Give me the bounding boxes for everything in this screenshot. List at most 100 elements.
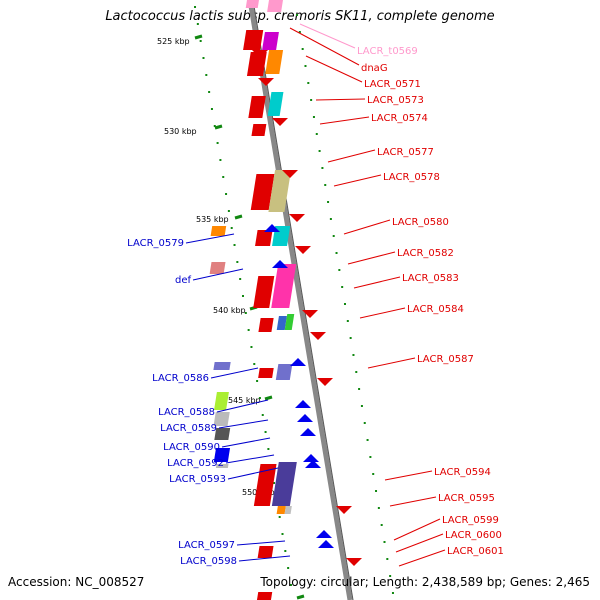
gene-arrowhead[interactable] (252, 50, 268, 58)
gene-feature[interactable] (271, 264, 297, 308)
gene-label-lacr-0587[interactable]: LACR_0587 (417, 354, 474, 365)
gene-feature[interactable] (215, 464, 229, 468)
ruler-dot (341, 286, 344, 288)
gene-arrowhead[interactable] (300, 428, 316, 436)
gene-label-lacr-0582[interactable]: LACR_0582 (397, 248, 454, 259)
leader-line (218, 419, 269, 429)
gene-feature[interactable] (258, 318, 274, 332)
gene-label-lacr-0588[interactable]: LACR_0588 (158, 407, 215, 418)
gene-label-lacr-0601[interactable]: LACR_0601 (447, 546, 504, 557)
gene-arrowhead[interactable] (290, 358, 306, 366)
gene-arrowhead[interactable] (316, 530, 332, 538)
gene-feature[interactable] (251, 124, 267, 136)
gene-feature[interactable] (256, 592, 273, 600)
leader-line (319, 116, 370, 125)
gene-arrowhead[interactable] (272, 260, 288, 268)
gene-label-lacr-0589[interactable]: LACR_0589 (160, 423, 217, 434)
gene-label-lacr-0592[interactable]: LACR_0592 (167, 458, 224, 469)
ruler-dot (386, 558, 389, 560)
gene-feature[interactable] (214, 392, 229, 410)
gene-feature[interactable] (213, 362, 231, 370)
gene-arrowhead[interactable] (295, 400, 311, 408)
ruler-dot (391, 592, 394, 594)
gene-label-lacr-0580[interactable]: LACR_0580 (392, 217, 449, 228)
gene-label-lacr-0594[interactable]: LACR_0594 (434, 467, 491, 478)
gene-feature[interactable] (276, 506, 286, 514)
gene-feature[interactable] (253, 276, 275, 308)
gene-feature[interactable] (210, 226, 227, 236)
gene-feature[interactable] (246, 52, 267, 76)
gene-label-lacr-0584[interactable]: LACR_0584 (407, 304, 464, 315)
ruler-dot (346, 320, 349, 322)
gene-feature[interactable] (253, 464, 277, 506)
gene-feature[interactable] (213, 412, 230, 426)
gene-feature[interactable] (268, 170, 292, 212)
gene-arrowhead[interactable] (318, 540, 334, 548)
ruler-dot (250, 346, 253, 348)
gene-feature[interactable] (267, 92, 284, 116)
gene-arrowhead[interactable] (297, 414, 313, 422)
gene-label-lacr-0600[interactable]: LACR_0600 (445, 530, 502, 541)
gene-label-lacr-0593[interactable]: LACR_0593 (169, 474, 226, 485)
gene-feature[interactable] (250, 174, 275, 210)
gene-arrowhead[interactable] (317, 378, 333, 386)
gene-feature[interactable] (255, 230, 273, 246)
gene-label-lacr-0599[interactable]: LACR_0599 (442, 515, 499, 526)
gene-feature[interactable] (257, 546, 274, 558)
gene-label-lacr-0577[interactable]: LACR_0577 (377, 147, 434, 158)
gene-label-lacr-0571[interactable]: LACR_0571 (364, 79, 421, 90)
gene-feature[interactable] (213, 448, 231, 462)
ruler-dot (296, 14, 299, 16)
gene-label-lacr-0590[interactable]: LACR_0590 (163, 442, 220, 453)
gene-feature[interactable] (265, 50, 284, 74)
gene-label-lacr-0595[interactable]: LACR_0595 (438, 493, 495, 504)
leader-line (395, 533, 444, 553)
gene-arrowhead[interactable] (336, 506, 352, 514)
gene-arrowhead[interactable] (264, 224, 280, 232)
gene-arrowhead[interactable] (305, 460, 321, 468)
leader-line (227, 467, 279, 480)
ruler-tick (234, 214, 243, 220)
gene-feature[interactable] (267, 0, 283, 12)
gene-label-lacr-0597[interactable]: LACR_0597 (178, 540, 235, 551)
gene-label-lacr-0583[interactable]: LACR_0583 (402, 273, 459, 284)
gene-label-lacr-0579[interactable]: LACR_0579 (127, 238, 184, 249)
gene-label-lacr-t0569[interactable]: LACR_t0569 (357, 46, 418, 57)
gene-arrowhead[interactable] (258, 78, 274, 86)
gene-arrowhead[interactable] (295, 246, 311, 254)
topology-text: Topology: circular; Length: 2,438,589 bp… (260, 575, 590, 589)
gene-feature[interactable] (271, 462, 297, 506)
gene-label-lacr-0586[interactable]: LACR_0586 (152, 373, 209, 384)
ruler-dot (372, 473, 375, 475)
gene-feature[interactable] (284, 506, 292, 514)
ruler-label: 545 kbp (228, 396, 261, 405)
gene-arrowhead[interactable] (302, 310, 318, 318)
genome-title: Lactococcus lactis subsp. cremoris SK11,… (105, 9, 495, 24)
gene-label-lacr-0598[interactable]: LACR_0598 (180, 556, 237, 567)
gene-label-lacr-0573[interactable]: LACR_0573 (367, 95, 424, 106)
gene-feature[interactable] (275, 364, 293, 380)
leader-line (236, 540, 286, 546)
gene-feature[interactable] (258, 368, 274, 378)
gene-feature[interactable] (209, 262, 226, 274)
gene-feature[interactable] (248, 96, 266, 118)
ruler-tick (214, 124, 223, 130)
gene-label-dnag[interactable]: dnaG (361, 63, 388, 74)
gene-feature[interactable] (245, 0, 259, 8)
gene-arrowhead[interactable] (303, 454, 319, 462)
gene-arrowhead[interactable] (346, 558, 362, 566)
gene-feature[interactable] (276, 316, 287, 330)
gene-arrowhead[interactable] (272, 118, 288, 126)
gene-feature[interactable] (243, 30, 264, 50)
leader-line (299, 23, 356, 49)
gene-arrowhead[interactable] (282, 170, 298, 178)
gene-arrowhead[interactable] (289, 214, 305, 222)
gene-feature[interactable] (262, 32, 279, 50)
gene-label-def[interactable]: def (175, 275, 192, 286)
gene-feature[interactable] (214, 428, 231, 440)
gene-feature[interactable] (284, 314, 295, 330)
gene-label-lacr-0578[interactable]: LACR_0578 (383, 172, 440, 183)
gene-label-lacr-0574[interactable]: LACR_0574 (371, 113, 428, 124)
gene-arrowhead[interactable] (310, 332, 326, 340)
leader-line (347, 251, 396, 265)
